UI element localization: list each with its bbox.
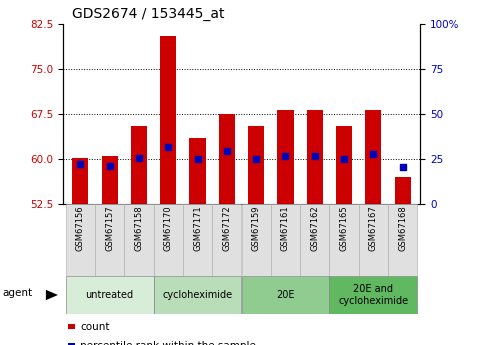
Point [311, 153, 319, 158]
Text: GSM67156: GSM67156 [76, 206, 85, 252]
Bar [66, 276, 154, 314]
Bar [131, 126, 147, 204]
Bar [307, 110, 323, 204]
Text: cycloheximide: cycloheximide [162, 290, 233, 300]
Text: count: count [80, 322, 110, 332]
Point [76, 161, 84, 167]
Text: GSM67162: GSM67162 [310, 206, 319, 252]
Text: 20E and
cycloheximide: 20E and cycloheximide [338, 284, 409, 306]
Bar [219, 114, 235, 204]
Text: GSM67165: GSM67165 [340, 206, 349, 252]
Point [340, 156, 348, 161]
Point [282, 154, 289, 159]
Text: GSM67157: GSM67157 [105, 206, 114, 252]
Text: GSM67159: GSM67159 [252, 206, 261, 251]
Bar [154, 204, 183, 276]
Bar [336, 126, 352, 204]
Bar [101, 156, 118, 204]
Point [399, 164, 407, 170]
Bar [388, 204, 417, 276]
Bar [212, 204, 242, 276]
Text: GSM67172: GSM67172 [222, 206, 231, 252]
Text: GSM67167: GSM67167 [369, 206, 378, 252]
Bar [300, 204, 329, 276]
Point [135, 155, 143, 161]
Text: percentile rank within the sample: percentile rank within the sample [80, 341, 256, 345]
Text: GSM67168: GSM67168 [398, 206, 407, 252]
Bar [66, 204, 95, 276]
Bar [183, 204, 212, 276]
Bar [329, 276, 417, 314]
Bar [189, 138, 206, 204]
Point [369, 151, 377, 157]
Text: GSM67161: GSM67161 [281, 206, 290, 252]
Bar [160, 36, 176, 204]
Bar [242, 276, 329, 314]
Point [106, 164, 114, 169]
Point [223, 148, 231, 154]
Bar [72, 158, 88, 204]
Text: GSM67170: GSM67170 [164, 206, 173, 252]
Bar [277, 110, 294, 204]
Bar [365, 110, 382, 204]
Text: agent: agent [2, 288, 32, 298]
Bar [242, 204, 271, 276]
Bar [395, 177, 411, 204]
Text: GSM67158: GSM67158 [134, 206, 143, 252]
Text: GDS2674 / 153445_at: GDS2674 / 153445_at [72, 7, 225, 21]
Bar [124, 204, 154, 276]
Text: GSM67171: GSM67171 [193, 206, 202, 252]
Bar [359, 204, 388, 276]
Text: 20E: 20E [276, 290, 295, 300]
Bar [329, 204, 359, 276]
Bar [271, 204, 300, 276]
Point [194, 156, 201, 161]
Point [164, 144, 172, 149]
Bar [95, 204, 124, 276]
Text: untreated: untreated [85, 290, 134, 300]
Point [252, 156, 260, 161]
Bar [248, 126, 264, 204]
Bar [154, 276, 242, 314]
